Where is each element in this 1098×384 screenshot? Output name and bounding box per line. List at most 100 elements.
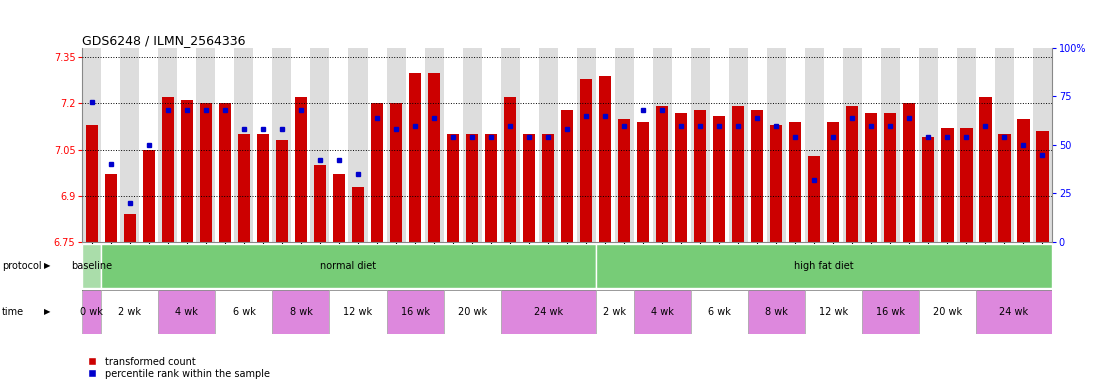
Text: protocol: protocol (2, 261, 42, 271)
Bar (808, 156, 820, 242)
Bar (291, 48, 311, 242)
Bar (542, 134, 554, 242)
Bar (408, 73, 422, 242)
Text: 4 wk: 4 wk (651, 307, 673, 317)
Bar (386, 290, 444, 334)
Bar (824, 48, 843, 242)
Bar (178, 48, 197, 242)
Text: ▶: ▶ (44, 308, 51, 316)
Bar (751, 109, 763, 242)
Bar (976, 48, 995, 242)
Bar (881, 48, 899, 242)
Bar (124, 214, 136, 242)
Text: 2 wk: 2 wk (119, 307, 142, 317)
Bar (215, 48, 235, 242)
Bar (766, 48, 786, 242)
Bar (941, 128, 953, 242)
Bar (539, 48, 558, 242)
Bar (425, 48, 444, 242)
Bar (904, 103, 916, 242)
Bar (121, 48, 139, 242)
Bar (197, 48, 215, 242)
Bar (181, 100, 193, 242)
Bar (618, 119, 630, 242)
Bar (444, 290, 501, 334)
Bar (843, 48, 862, 242)
Bar (276, 140, 288, 242)
Bar (938, 48, 956, 242)
Bar (862, 48, 881, 242)
Text: 12 wk: 12 wk (819, 307, 848, 317)
Bar (805, 290, 862, 334)
Bar (143, 150, 155, 242)
Bar (615, 48, 634, 242)
Bar (827, 122, 840, 242)
Bar (922, 137, 934, 242)
Bar (637, 122, 649, 242)
Bar (558, 48, 576, 242)
Text: 2 wk: 2 wk (603, 307, 626, 317)
Text: time: time (2, 307, 24, 317)
Text: 24 wk: 24 wk (999, 307, 1029, 317)
Bar (485, 134, 497, 242)
Bar (672, 48, 691, 242)
Text: high fat diet: high fat diet (794, 261, 853, 271)
Bar (919, 290, 976, 334)
Bar (960, 128, 973, 242)
Bar (1013, 48, 1033, 242)
Bar (595, 244, 1052, 288)
Bar (466, 134, 479, 242)
Bar (789, 122, 802, 242)
Bar (501, 48, 519, 242)
Bar (656, 106, 669, 242)
Bar (371, 103, 383, 242)
Text: 6 wk: 6 wk (708, 307, 730, 317)
Bar (786, 48, 805, 242)
Bar (368, 48, 386, 242)
Text: ▶: ▶ (44, 262, 51, 270)
Bar (314, 165, 326, 242)
Bar (634, 290, 691, 334)
Bar (405, 48, 425, 242)
Bar (979, 97, 991, 242)
Bar (219, 103, 231, 242)
Text: baseline: baseline (71, 261, 112, 271)
Bar (104, 174, 117, 242)
Bar (257, 134, 269, 242)
Text: 16 wk: 16 wk (876, 307, 905, 317)
Bar (865, 113, 877, 242)
Bar (158, 48, 178, 242)
Bar (998, 134, 1010, 242)
Bar (238, 134, 250, 242)
Bar (215, 290, 272, 334)
Bar (956, 48, 976, 242)
Bar (101, 290, 158, 334)
Bar (311, 48, 329, 242)
Bar (482, 48, 501, 242)
Bar (862, 290, 919, 334)
Bar (580, 79, 592, 242)
Bar (428, 73, 440, 242)
Bar (139, 48, 158, 242)
Text: 0 wk: 0 wk (80, 307, 103, 317)
Bar (101, 244, 595, 288)
Bar (634, 48, 652, 242)
Bar (595, 290, 634, 334)
Bar (82, 48, 101, 242)
Bar (158, 290, 215, 334)
Bar (1037, 131, 1049, 242)
Bar (561, 109, 573, 242)
Bar (86, 125, 98, 242)
Bar (447, 134, 459, 242)
Bar (272, 48, 291, 242)
Bar (386, 48, 405, 242)
Bar (732, 106, 744, 242)
Bar (235, 48, 254, 242)
Text: GDS6248 / ILMN_2564336: GDS6248 / ILMN_2564336 (82, 34, 246, 47)
Bar (462, 48, 482, 242)
Bar (652, 48, 672, 242)
Text: 24 wk: 24 wk (534, 307, 562, 317)
Bar (995, 48, 1013, 242)
Bar (770, 125, 783, 242)
Bar (161, 97, 175, 242)
